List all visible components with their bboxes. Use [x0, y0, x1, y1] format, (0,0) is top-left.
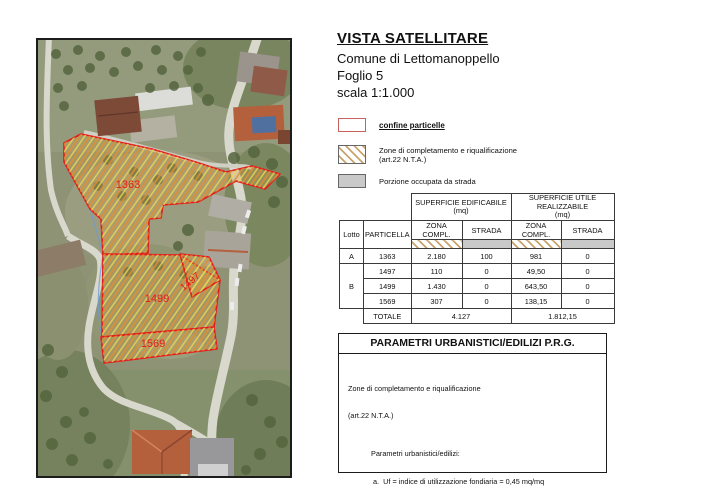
subtitle-comune: Comune di Lettomanoppello	[337, 51, 500, 66]
zone-hatch-swatch	[338, 145, 366, 164]
group1-title: SUPERFICIE EDIFICABILE	[415, 197, 507, 207]
strada-swatch-cell-1	[461, 239, 512, 249]
col-header-zona-1: ZONA COMPL.	[410, 220, 463, 240]
cell-util-zona: 138,15	[510, 293, 562, 309]
parametri-body: Zone di completamento e riqualificazione…	[339, 354, 606, 498]
cell-lotto: A	[339, 248, 364, 264]
cell-edif-strada: 0	[461, 278, 512, 294]
table-row: A 1363 2.180 100 981 0	[339, 248, 615, 264]
cell-util-zona: 643,50	[510, 278, 562, 294]
cell-edif-strada: 0	[461, 293, 512, 309]
zona-swatch-cell-1	[410, 239, 463, 249]
col-header-lotto: Lotto	[339, 220, 364, 249]
cell-edif-zona: 307	[410, 293, 463, 309]
buildings	[38, 51, 290, 476]
total-label: TOTALE	[363, 308, 412, 324]
parametri-box: PARAMETRI URBANISTICI/EDILIZI P.R.G. Zon…	[338, 333, 607, 486]
parcel-label-1499: 1499	[145, 293, 169, 305]
strada-swatch-cell-2	[560, 239, 615, 249]
table-row: 1569 307 0 138,15 0	[340, 293, 615, 309]
cell-edif-zona: 2.180	[410, 248, 463, 264]
legend-label-zone: Zone di completamento e riqualificazione…	[379, 146, 517, 164]
col-header-particella: PARTICELLA	[363, 220, 412, 249]
group-header-edificabile: SUPERFICIE EDIFICABILE (mq)	[410, 193, 512, 221]
cell-lotto: B	[339, 263, 364, 309]
parametri-title: PARAMETRI URBANISTICI/EDILIZI P.R.G.	[339, 334, 606, 354]
zona-swatch-cell-2	[510, 239, 562, 249]
col-header-strada-1: STRADA	[461, 220, 512, 240]
cell-particella: 1499	[363, 278, 412, 294]
confine-swatch	[338, 118, 366, 132]
total-edificabile: 4.127	[410, 308, 512, 324]
cell-util-zona: 49,50	[510, 263, 562, 279]
table-row: 1499 1.430 0 643,50 0	[340, 278, 615, 294]
satellite-map-frame: 1363 1497 1499 1569	[36, 38, 292, 478]
table-group-header-row: SUPERFICIE EDIFICABILE (mq) SUPERFICIE U…	[339, 193, 615, 221]
cell-particella: 1363	[363, 248, 412, 264]
group-header-utile: SUPERFICIE UTILE REALIZZABILE (mq)	[510, 193, 615, 221]
col-header-zona-2: ZONA COMPL.	[510, 220, 562, 240]
legend-zone-line2: (art.22 N.T.A.)	[379, 154, 427, 164]
legend-item-confine: confine particelle	[338, 118, 608, 132]
table-total-row: TOTALE 4.127 1.812,15	[339, 308, 615, 324]
cell-util-strada: 0	[560, 248, 615, 264]
cell-util-strada: 0	[560, 293, 615, 309]
parametri-zone-line1: Zone di completamento e riqualificazione	[348, 384, 481, 393]
parcels	[63, 133, 281, 364]
cell-util-strada: 0	[560, 263, 615, 279]
page-title: VISTA SATELLITARE	[337, 30, 489, 47]
legend-item-strada: Porzione occupata da strada	[338, 174, 608, 188]
legend-label-strada: Porzione occupata da strada	[379, 176, 476, 186]
table-subheader-row: Lotto PARTICELLA ZONA COMPL. STRADA ZONA…	[339, 220, 615, 249]
subtitle-foglio: Foglio 5	[337, 68, 384, 83]
parametri-zone-line2: (art.22 N.T.A.)	[348, 411, 394, 420]
legend: confine particelle Zone di completamento…	[338, 118, 608, 188]
satellite-image: 1363 1497 1499 1569	[38, 40, 290, 476]
parametri-item: a. Uf = indice di utilizzazione fondiari…	[373, 477, 545, 486]
cell-edif-strada: 100	[461, 248, 512, 264]
parametri-subtitle: Parametri urbanistici/edilizi:	[371, 449, 460, 458]
legend-label-confine: confine particelle	[379, 120, 445, 130]
parcel-label-1363: 1363	[116, 179, 140, 191]
cell-util-zona: 981	[510, 248, 562, 264]
total-utile: 1.812,15	[510, 308, 615, 324]
cell-util-strada: 0	[560, 278, 615, 294]
parcel-table: SUPERFICIE EDIFICABILE (mq) SUPERFICIE U…	[339, 193, 615, 324]
group1-unit: (mq)	[453, 206, 469, 215]
cell-particella: 1497	[363, 263, 412, 279]
cell-edif-zona: 110	[410, 263, 463, 279]
table-row: B 1497 110 0 49,50 0	[339, 263, 615, 309]
strada-swatch	[338, 174, 366, 188]
legend-zone-line1: Zone di completamento e riqualificazione	[379, 145, 518, 155]
legend-item-zone: Zone di completamento e riqualificazione…	[338, 145, 608, 164]
parcel-label-1569: 1569	[141, 338, 165, 350]
col-header-strada-2: STRADA	[560, 220, 615, 240]
title-block: VISTA SATELLITARE Comune di Lettomanoppe…	[337, 30, 500, 101]
subtitle-scala: scala 1:1.000	[337, 85, 415, 100]
cell-edif-strada: 0	[461, 263, 512, 279]
group2-title: SUPERFICIE UTILE REALIZZABILE	[528, 193, 597, 211]
cell-edif-zona: 1.430	[410, 278, 463, 294]
table-swatch-row	[340, 239, 615, 249]
cell-particella: 1569	[363, 293, 412, 309]
group2-unit: (mq)	[554, 210, 571, 220]
table-empty-corner	[339, 193, 411, 221]
total-empty-cell	[339, 308, 364, 324]
